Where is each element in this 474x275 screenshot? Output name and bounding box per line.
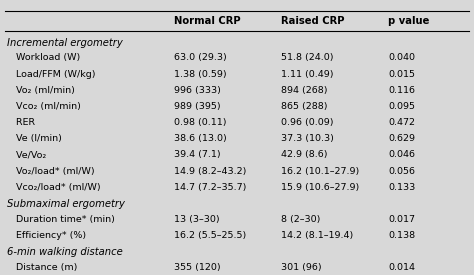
Text: 0.014: 0.014 (388, 263, 415, 271)
Text: 0.040: 0.040 (388, 53, 415, 62)
Text: Ve (l/min): Ve (l/min) (7, 134, 62, 143)
Text: p value: p value (388, 16, 429, 26)
Text: Vo₂ (ml/min): Vo₂ (ml/min) (7, 86, 75, 95)
Text: Submaximal ergometry: Submaximal ergometry (7, 199, 125, 209)
Text: 14.7 (7.2–35.7): 14.7 (7.2–35.7) (174, 183, 246, 192)
Text: 894 (268): 894 (268) (281, 86, 328, 95)
Text: 13 (3–30): 13 (3–30) (174, 214, 220, 224)
Text: 16.2 (10.1–27.9): 16.2 (10.1–27.9) (281, 167, 359, 176)
Text: Vco₂/load* (ml/W): Vco₂/load* (ml/W) (7, 183, 100, 192)
Text: 38.6 (13.0): 38.6 (13.0) (174, 134, 227, 143)
Text: 0.095: 0.095 (388, 102, 415, 111)
Text: 0.629: 0.629 (388, 134, 415, 143)
Text: 14.2 (8.1–19.4): 14.2 (8.1–19.4) (281, 231, 354, 240)
Text: 1.11 (0.49): 1.11 (0.49) (281, 70, 334, 79)
Text: Normal CRP: Normal CRP (174, 16, 241, 26)
Text: 989 (395): 989 (395) (174, 102, 221, 111)
Text: Ve/Vo₂: Ve/Vo₂ (7, 150, 46, 160)
Text: RER: RER (7, 118, 35, 127)
Text: 14.9 (8.2–43.2): 14.9 (8.2–43.2) (174, 167, 246, 176)
Text: 8 (2–30): 8 (2–30) (281, 214, 320, 224)
Text: 301 (96): 301 (96) (281, 263, 322, 271)
Text: 39.4 (7.1): 39.4 (7.1) (174, 150, 221, 160)
Text: Load/FFM (W/kg): Load/FFM (W/kg) (7, 70, 96, 79)
Text: Duration time* (min): Duration time* (min) (7, 214, 115, 224)
Text: Vco₂ (ml/min): Vco₂ (ml/min) (7, 102, 81, 111)
Text: 0.046: 0.046 (388, 150, 415, 160)
Text: Distance (m): Distance (m) (7, 263, 77, 271)
Text: 865 (288): 865 (288) (281, 102, 328, 111)
Text: 51.8 (24.0): 51.8 (24.0) (281, 53, 334, 62)
Text: 0.056: 0.056 (388, 167, 415, 176)
Text: 1.38 (0.59): 1.38 (0.59) (174, 70, 227, 79)
Text: Efficiency* (%): Efficiency* (%) (7, 231, 86, 240)
Text: 63.0 (29.3): 63.0 (29.3) (174, 53, 227, 62)
Text: 6-min walking distance: 6-min walking distance (7, 247, 123, 257)
Text: 0.116: 0.116 (388, 86, 415, 95)
Text: 0.98 (0.11): 0.98 (0.11) (174, 118, 227, 127)
Text: Workload (W): Workload (W) (7, 53, 80, 62)
Text: 42.9 (8.6): 42.9 (8.6) (281, 150, 328, 160)
Text: 0.138: 0.138 (388, 231, 415, 240)
Text: 37.3 (10.3): 37.3 (10.3) (281, 134, 334, 143)
Text: 0.133: 0.133 (388, 183, 415, 192)
Text: Vo₂/load* (ml/W): Vo₂/load* (ml/W) (7, 167, 95, 176)
Text: 996 (333): 996 (333) (174, 86, 221, 95)
Text: 0.017: 0.017 (388, 214, 415, 224)
Text: 16.2 (5.5–25.5): 16.2 (5.5–25.5) (174, 231, 246, 240)
Text: 355 (120): 355 (120) (174, 263, 221, 271)
Text: Raised CRP: Raised CRP (281, 16, 345, 26)
Text: 0.472: 0.472 (388, 118, 415, 127)
Text: 15.9 (10.6–27.9): 15.9 (10.6–27.9) (281, 183, 359, 192)
Text: Incremental ergometry: Incremental ergometry (7, 38, 123, 48)
Text: 0.96 (0.09): 0.96 (0.09) (281, 118, 334, 127)
Text: 0.015: 0.015 (388, 70, 415, 79)
